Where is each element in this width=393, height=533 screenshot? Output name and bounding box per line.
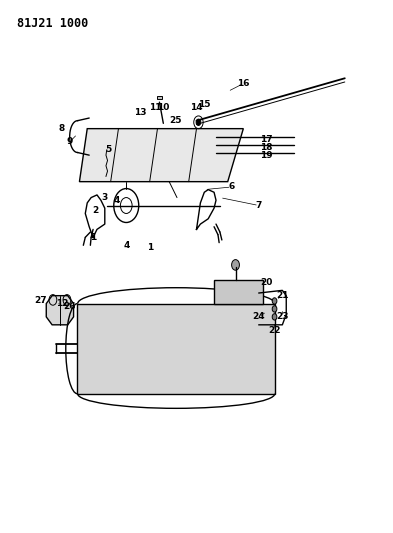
Text: 26: 26 <box>63 302 76 311</box>
Text: 81J21 1000: 81J21 1000 <box>17 17 88 30</box>
Circle shape <box>272 298 277 304</box>
Circle shape <box>272 314 277 320</box>
Circle shape <box>231 260 239 270</box>
Text: 4: 4 <box>113 196 120 205</box>
Text: 23: 23 <box>276 312 288 321</box>
Text: 1: 1 <box>90 233 96 242</box>
Text: 9: 9 <box>66 138 73 147</box>
Polygon shape <box>158 96 162 100</box>
Text: 18: 18 <box>261 143 273 152</box>
Text: 11: 11 <box>149 103 162 112</box>
Text: 1: 1 <box>147 244 153 253</box>
Text: 25: 25 <box>169 116 181 125</box>
Circle shape <box>272 306 277 312</box>
Text: 7: 7 <box>256 201 262 210</box>
Text: 17: 17 <box>261 135 273 144</box>
Text: 10: 10 <box>157 103 169 112</box>
Text: 16: 16 <box>237 79 250 88</box>
Text: 27: 27 <box>34 296 47 305</box>
Text: 15: 15 <box>198 100 211 109</box>
Text: 13: 13 <box>134 108 146 117</box>
Text: 19: 19 <box>261 151 273 160</box>
Text: 21: 21 <box>276 291 288 300</box>
Text: 14: 14 <box>190 103 203 112</box>
Polygon shape <box>214 280 263 304</box>
Text: 20: 20 <box>261 278 273 287</box>
Text: 4: 4 <box>123 241 129 250</box>
Circle shape <box>196 119 201 125</box>
Text: 24: 24 <box>253 312 265 321</box>
Polygon shape <box>46 296 73 325</box>
Text: 12: 12 <box>56 299 68 308</box>
Text: 5: 5 <box>106 146 112 155</box>
Polygon shape <box>77 304 275 394</box>
Text: 22: 22 <box>268 326 281 335</box>
Polygon shape <box>79 128 243 182</box>
Text: 3: 3 <box>102 193 108 202</box>
Text: 8: 8 <box>59 124 65 133</box>
Text: 2: 2 <box>92 206 98 215</box>
Text: 6: 6 <box>228 182 235 191</box>
